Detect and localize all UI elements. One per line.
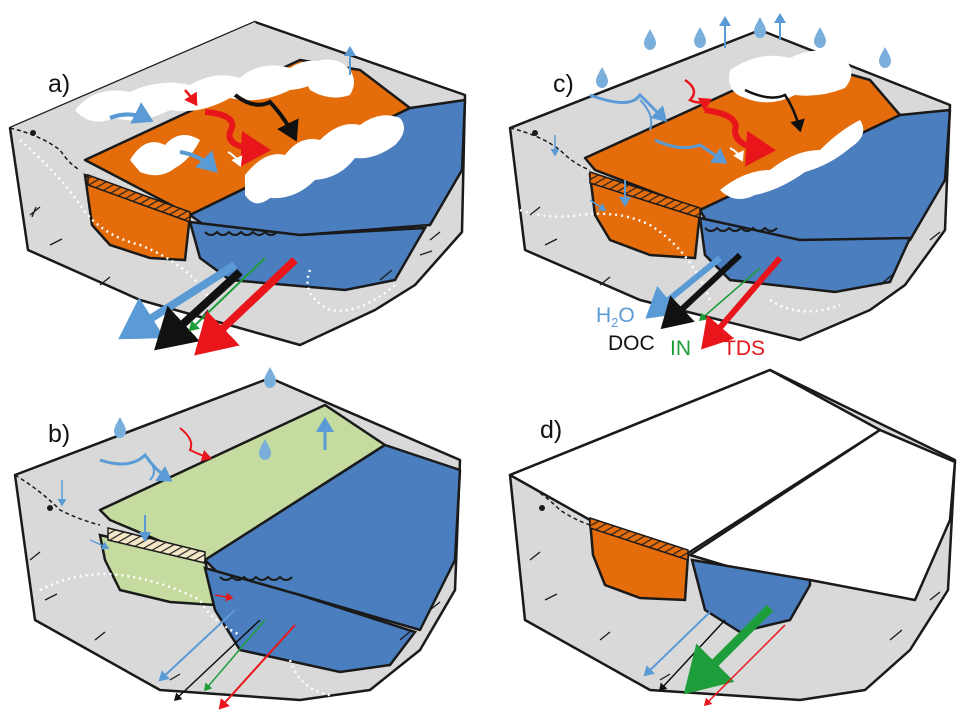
raindrop-icon [596,67,608,88]
panel-label: b) [48,420,70,448]
tds-export-arrow [703,624,786,707]
doc-export-arrow [173,619,261,702]
raindrop-icon [694,27,706,48]
doc-export-arrow [154,269,243,351]
snow-cover [508,368,882,557]
panel-b: b) [13,367,462,710]
legend-water: H2O [596,304,635,330]
panel-c: c) H2O DOC IN TDS [508,13,952,360]
water-export-arrow [643,611,711,677]
in-export-arrow [698,267,761,321]
raindrop-icon [814,27,826,48]
raindrop-icon [114,417,126,438]
stream-front [690,558,812,634]
panel-d: d) [508,368,957,707]
legend-in: IN [670,337,691,360]
tds-export-arrow [194,257,298,356]
snow-patch [300,59,354,98]
legend-doc: DOC [608,332,655,355]
panel-a: a) [8,20,467,356]
panel-label: d) [540,416,562,444]
in-export-arrow [204,619,266,692]
panel-label: c) [553,70,574,98]
raindrop-icon [879,47,891,68]
legend-tds: TDS [723,337,765,360]
panel-label: a) [48,70,70,98]
water-export-arrow [118,261,238,340]
water-export-arrow [158,609,236,682]
snow-patch [130,135,200,176]
raindrop-icon [264,367,276,388]
doc-export-arrow [660,252,743,330]
snow-patch [245,115,404,204]
raindrop-icon [754,17,766,38]
snow-patch [729,50,852,103]
tds-export-arrow [218,624,296,710]
tds-export-arrow [701,256,783,350]
raindrop-icon [644,29,656,50]
snow-patch [720,120,864,199]
in-export-arrow [683,604,774,695]
